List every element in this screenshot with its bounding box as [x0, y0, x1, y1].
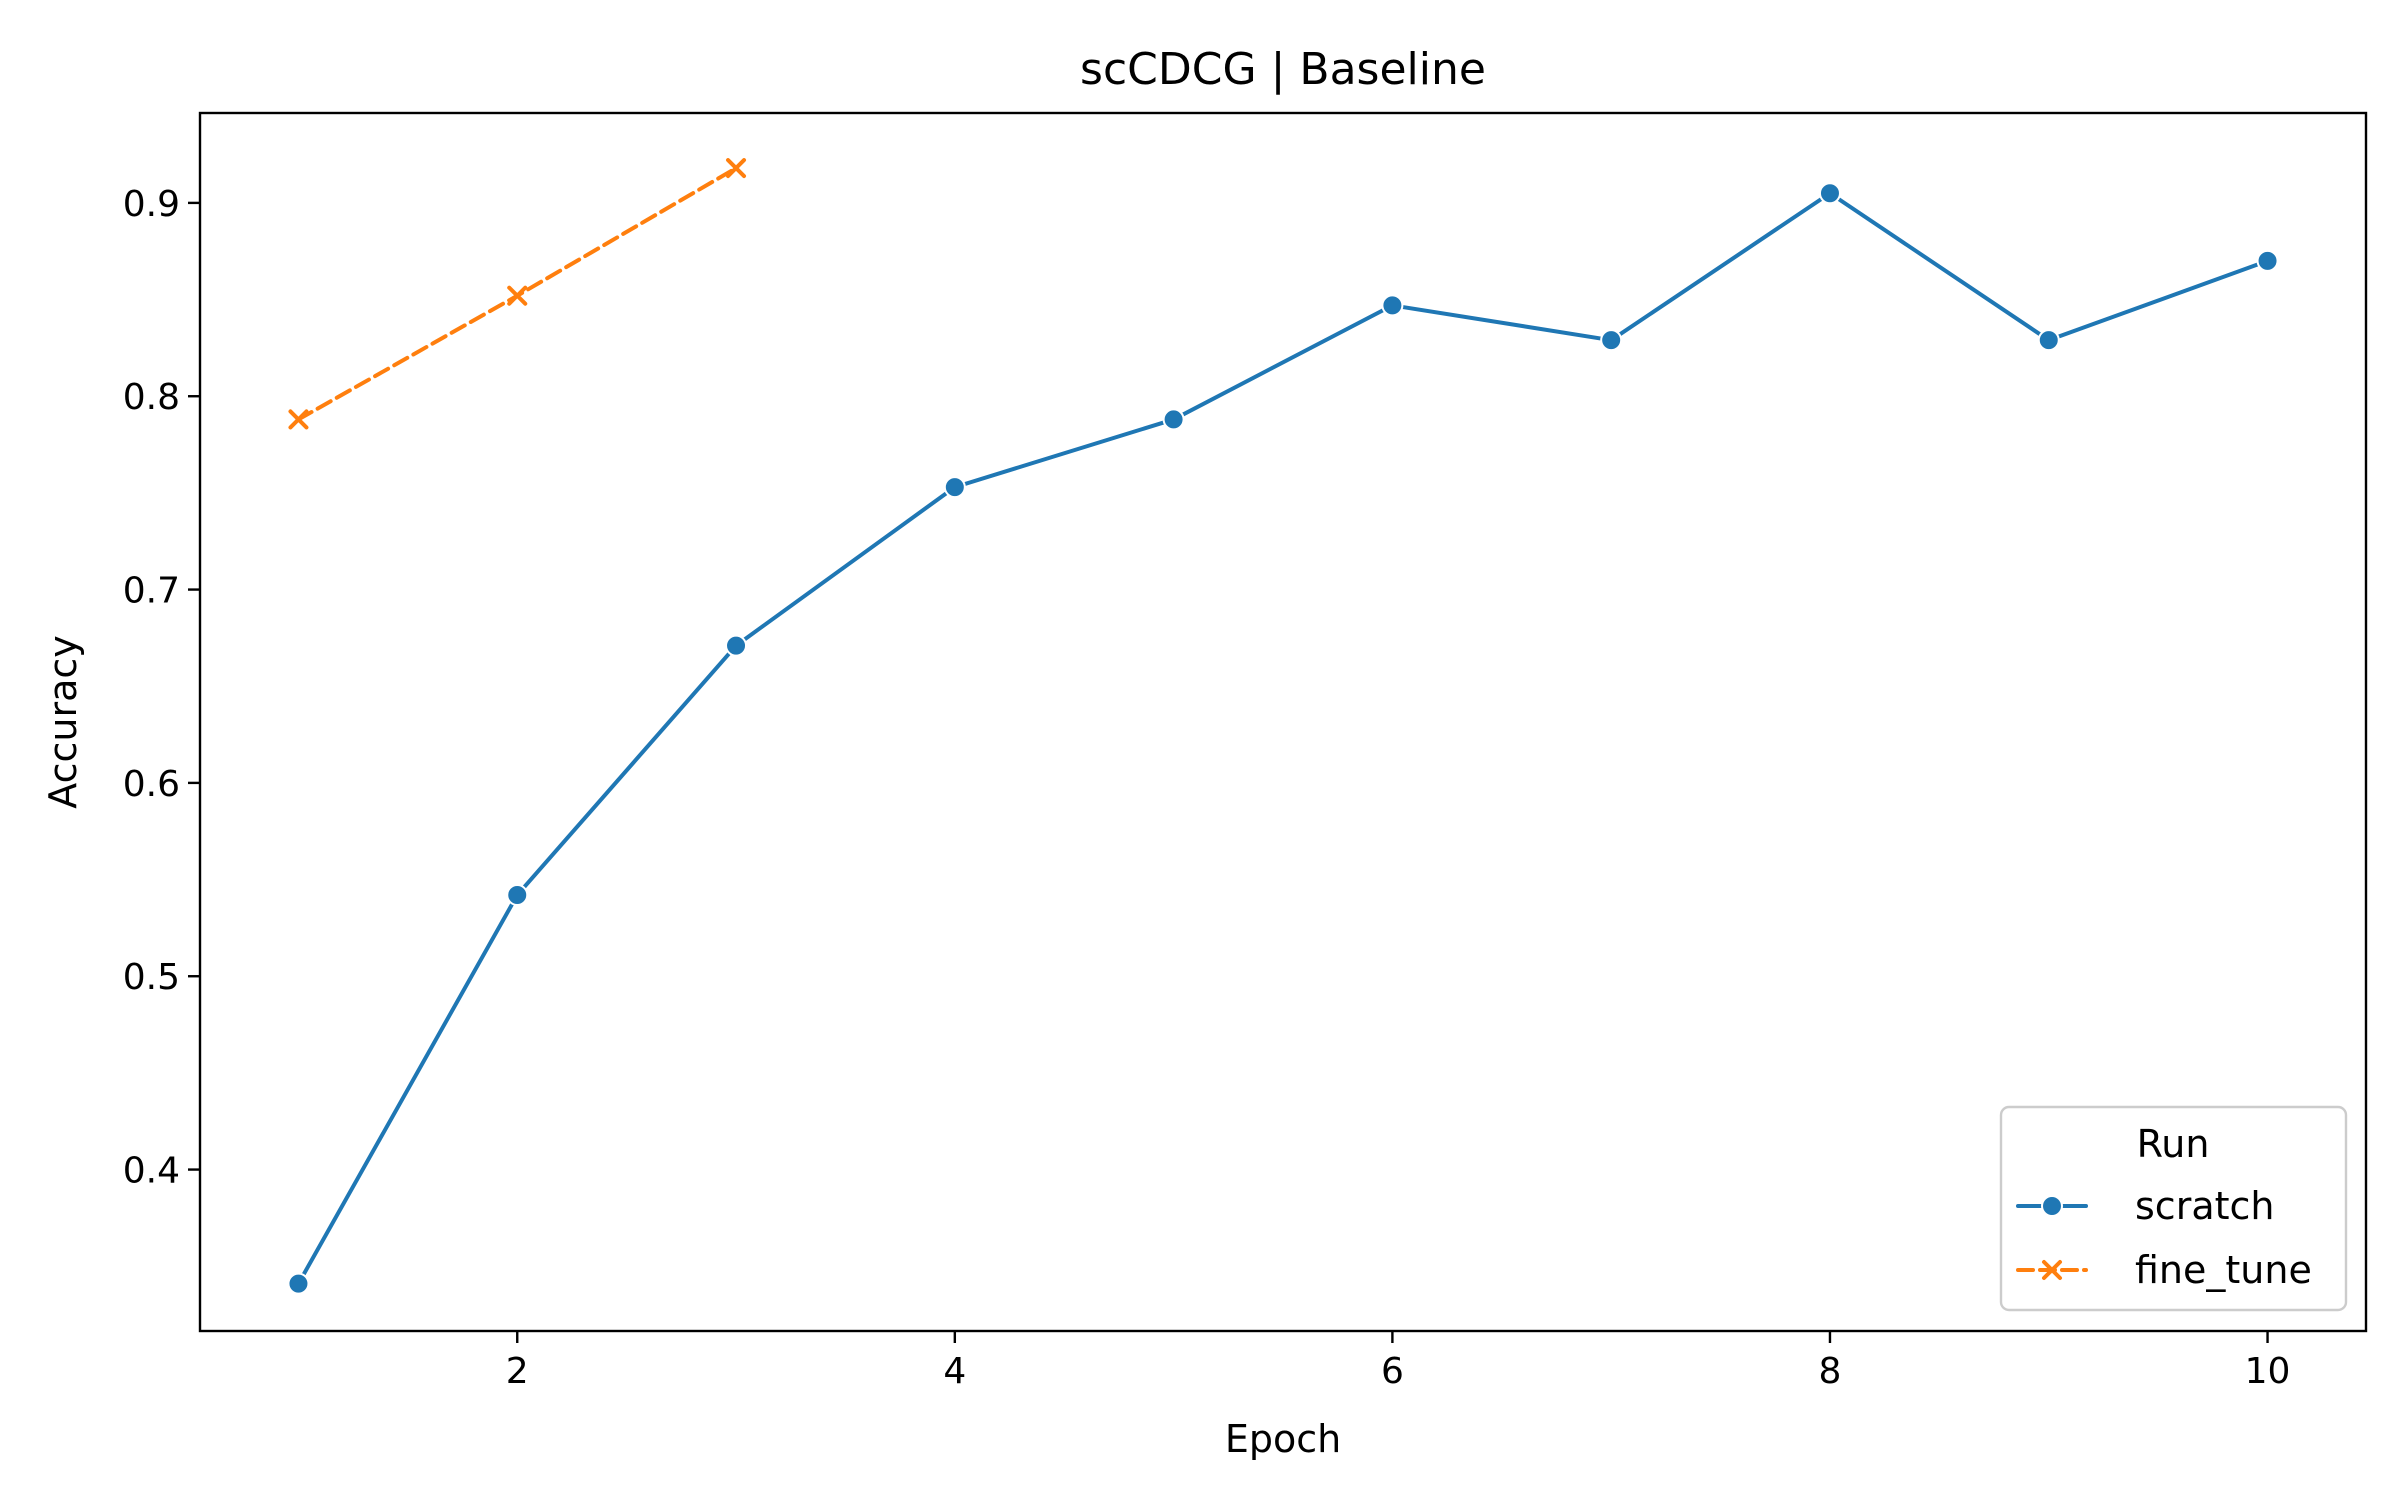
y-tick-label: 0.5: [123, 957, 180, 998]
legend-label-scratch: scratch: [2135, 1184, 2274, 1228]
data-point-scratch: [287, 1272, 310, 1295]
data-point-scratch: [725, 634, 748, 657]
series-scratch: [287, 182, 2279, 1295]
x-tick-label: 10: [2245, 1351, 2291, 1392]
data-point-scratch: [943, 476, 966, 499]
legend-entries: scratch fine_tune: [2016, 1184, 2312, 1292]
series-line-scratch: [296, 191, 2270, 1286]
legend-entry-fine_tune: fine_tune: [2016, 1248, 2312, 1292]
legend-entry-scratch: scratch: [2016, 1184, 2274, 1228]
legend-title: Run: [2137, 1122, 2210, 1166]
y-tick-label: 0.6: [123, 764, 180, 805]
legend-marker-fine_tune: [2042, 1260, 2062, 1280]
y-axis-ticks: 0.4 0.5 0.6 0.7 0.8 0.9: [123, 184, 200, 1192]
data-point-scratch: [1600, 329, 1623, 352]
x-axis-ticks: 2 4 6 8 10: [506, 1331, 2291, 1392]
plot-frame: [198, 111, 2368, 1333]
x-tick-label: 2: [506, 1351, 529, 1392]
legend: Run scratch fine_tune: [1999, 1105, 2348, 1312]
data-point-scratch: [2037, 329, 2060, 352]
series-layer: [287, 158, 2279, 1295]
x-tick-label: 4: [943, 1351, 966, 1392]
data-point-scratch: [1818, 182, 1841, 205]
series-fine_tune: [288, 158, 747, 430]
y-tick-label: 0.9: [123, 184, 180, 225]
x-tick-label: 6: [1381, 1351, 1404, 1392]
y-tick-label: 0.7: [123, 571, 180, 612]
data-point-scratch: [1162, 408, 1185, 431]
data-point-scratch: [1381, 294, 1404, 317]
legend-label-fine_tune: fine_tune: [2135, 1248, 2312, 1292]
y-axis-label: Accuracy: [41, 635, 85, 809]
y-tick-label: 0.8: [123, 377, 180, 418]
data-point-scratch: [2256, 249, 2279, 272]
data-point-fine_tune: [288, 409, 309, 430]
data-point-scratch: [506, 884, 529, 907]
legend-frame: [1999, 1105, 2348, 1312]
legend-marker-scratch: [2041, 1195, 2063, 1217]
data-point-fine_tune: [507, 285, 528, 306]
data-point-fine_tune: [726, 158, 747, 179]
x-tick-label: 8: [1819, 1351, 1842, 1392]
x-axis-label: Epoch: [1225, 1417, 1341, 1461]
y-tick-label: 0.4: [123, 1151, 180, 1192]
chart-title: scCDCG | Baseline: [1080, 44, 1486, 95]
